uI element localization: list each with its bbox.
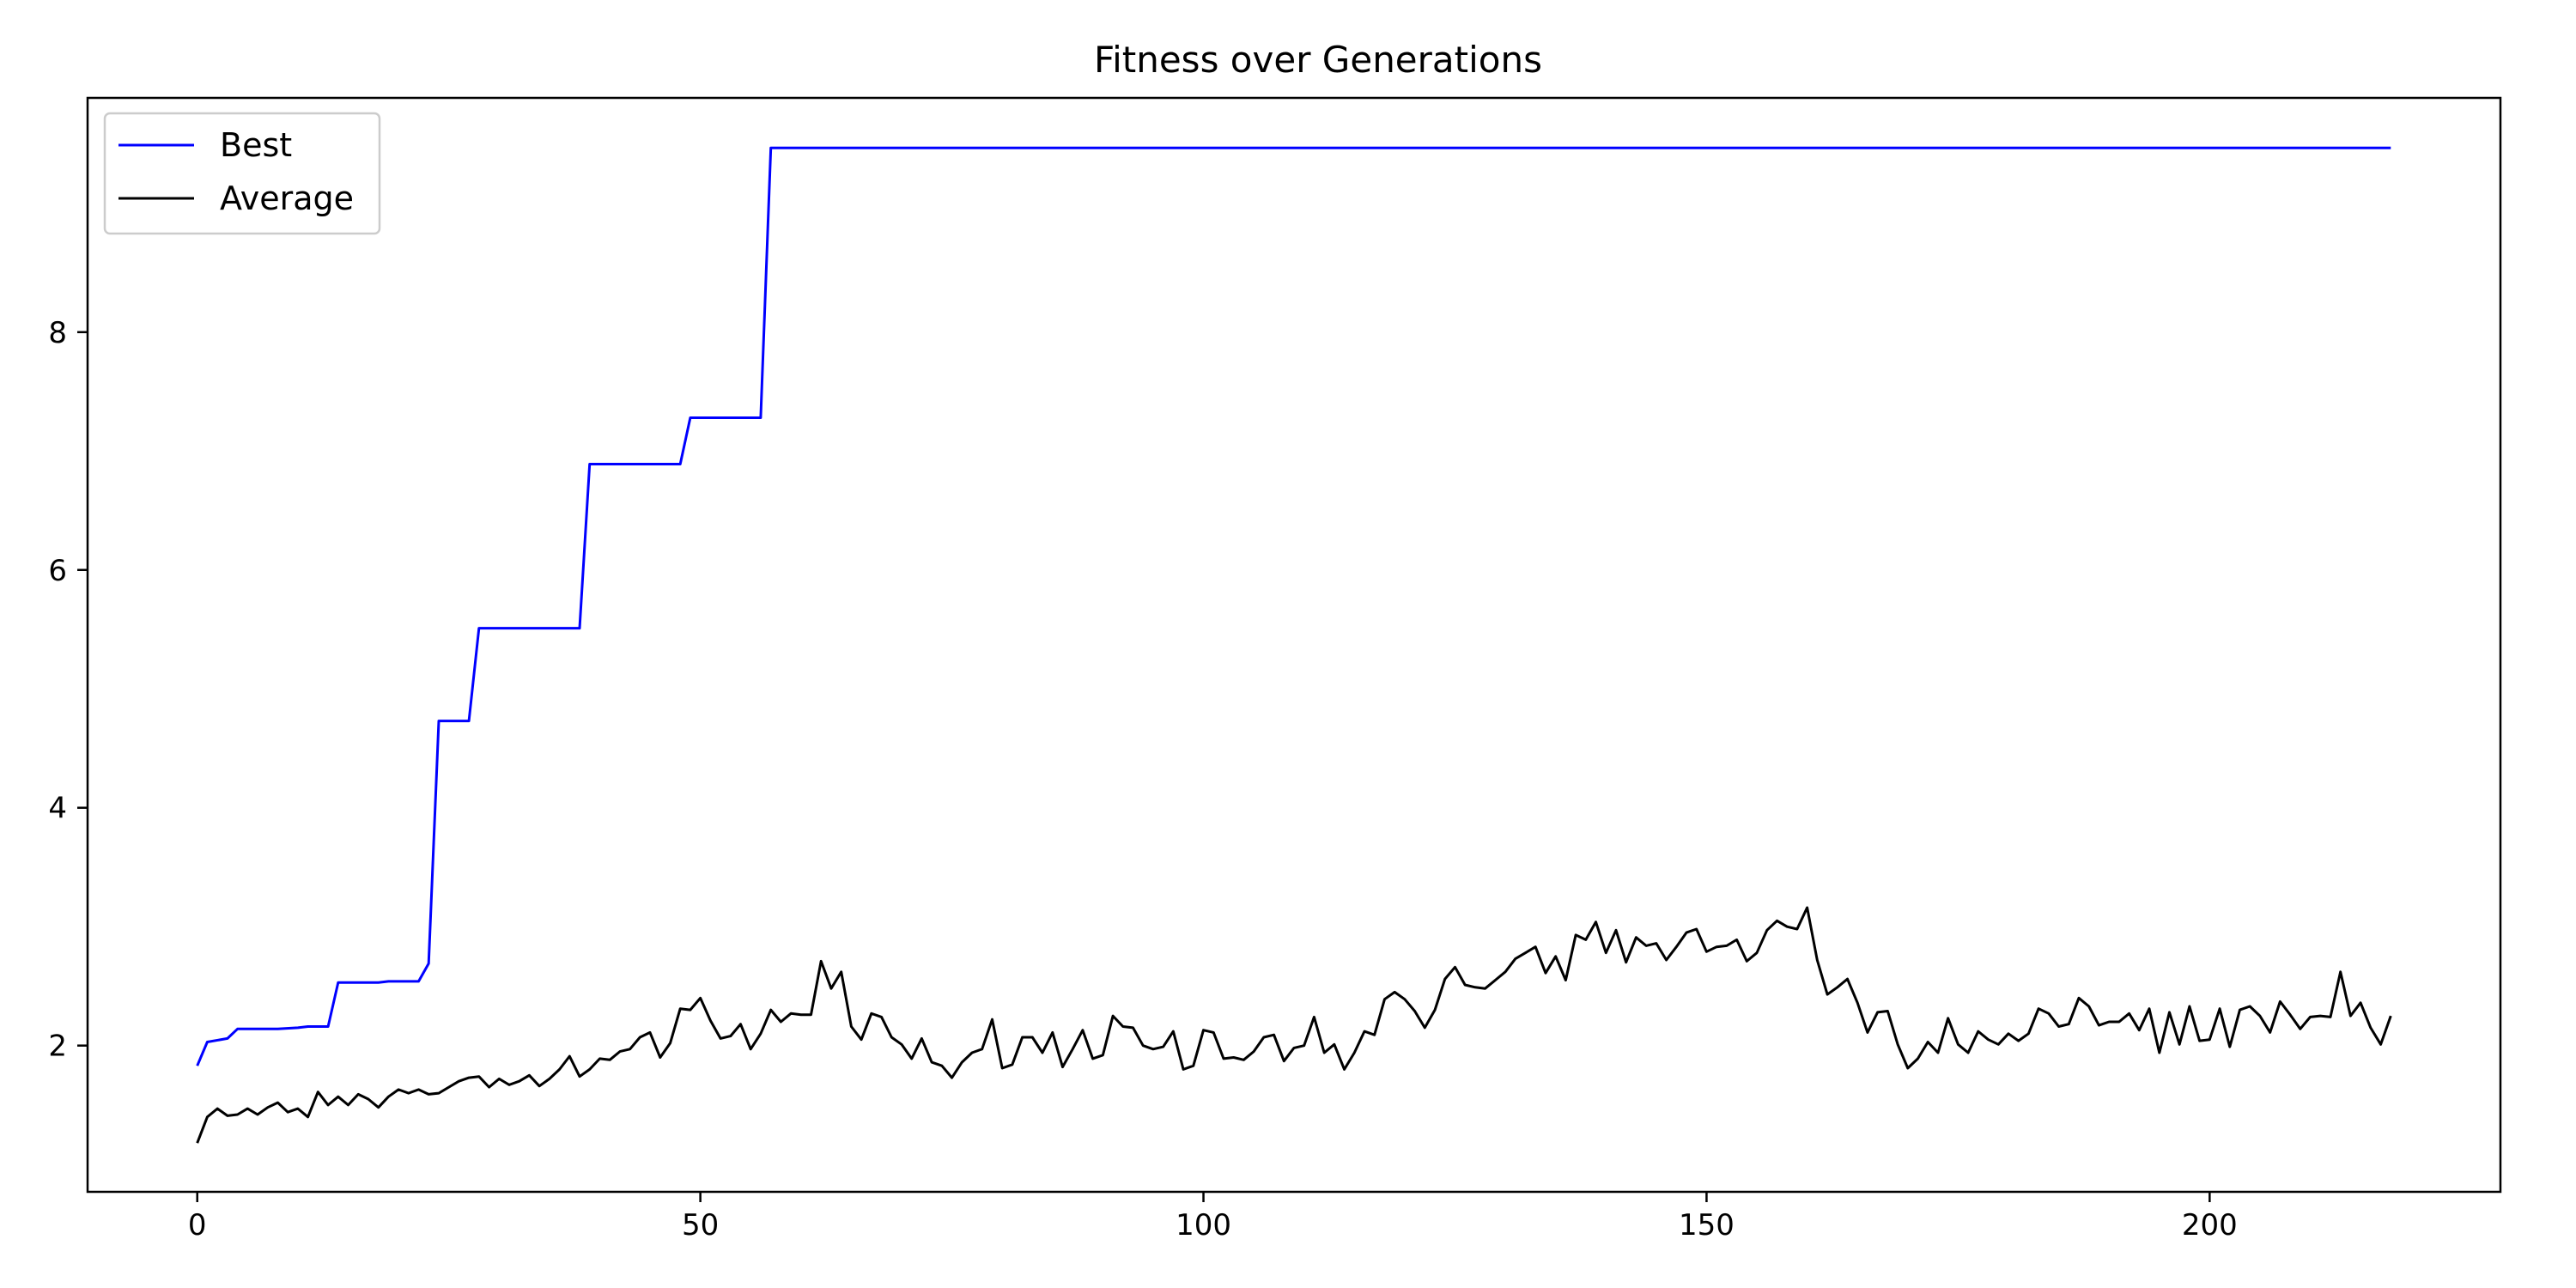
axes-frame [86, 96, 2502, 1194]
plot-area [196, 146, 2392, 1144]
x-tick-label: 50 [682, 1208, 719, 1242]
x-tick-label: 0 [188, 1208, 207, 1242]
x-tick-label: 200 [2182, 1208, 2238, 1242]
y-tick-label: 8 [48, 316, 67, 350]
x-tick-label: 150 [1679, 1208, 1735, 1242]
legend-label-average: Average [220, 179, 354, 217]
legend-box [103, 112, 381, 235]
legend-label-best: Best [220, 126, 292, 164]
y-tick-label: 4 [48, 792, 67, 826]
y-tick-label: 6 [48, 554, 67, 588]
axes: 0 50 100 150 200 2 4 6 8 [48, 96, 2502, 1242]
y-tick-label: 2 [48, 1030, 67, 1064]
series-line-best [196, 146, 2391, 1066]
x-tick-label: 100 [1176, 1208, 1231, 1242]
legend: Best Average [103, 112, 381, 235]
chart-title: Fitness over Generations [1094, 39, 1542, 81]
series-line-average [196, 906, 2392, 1144]
